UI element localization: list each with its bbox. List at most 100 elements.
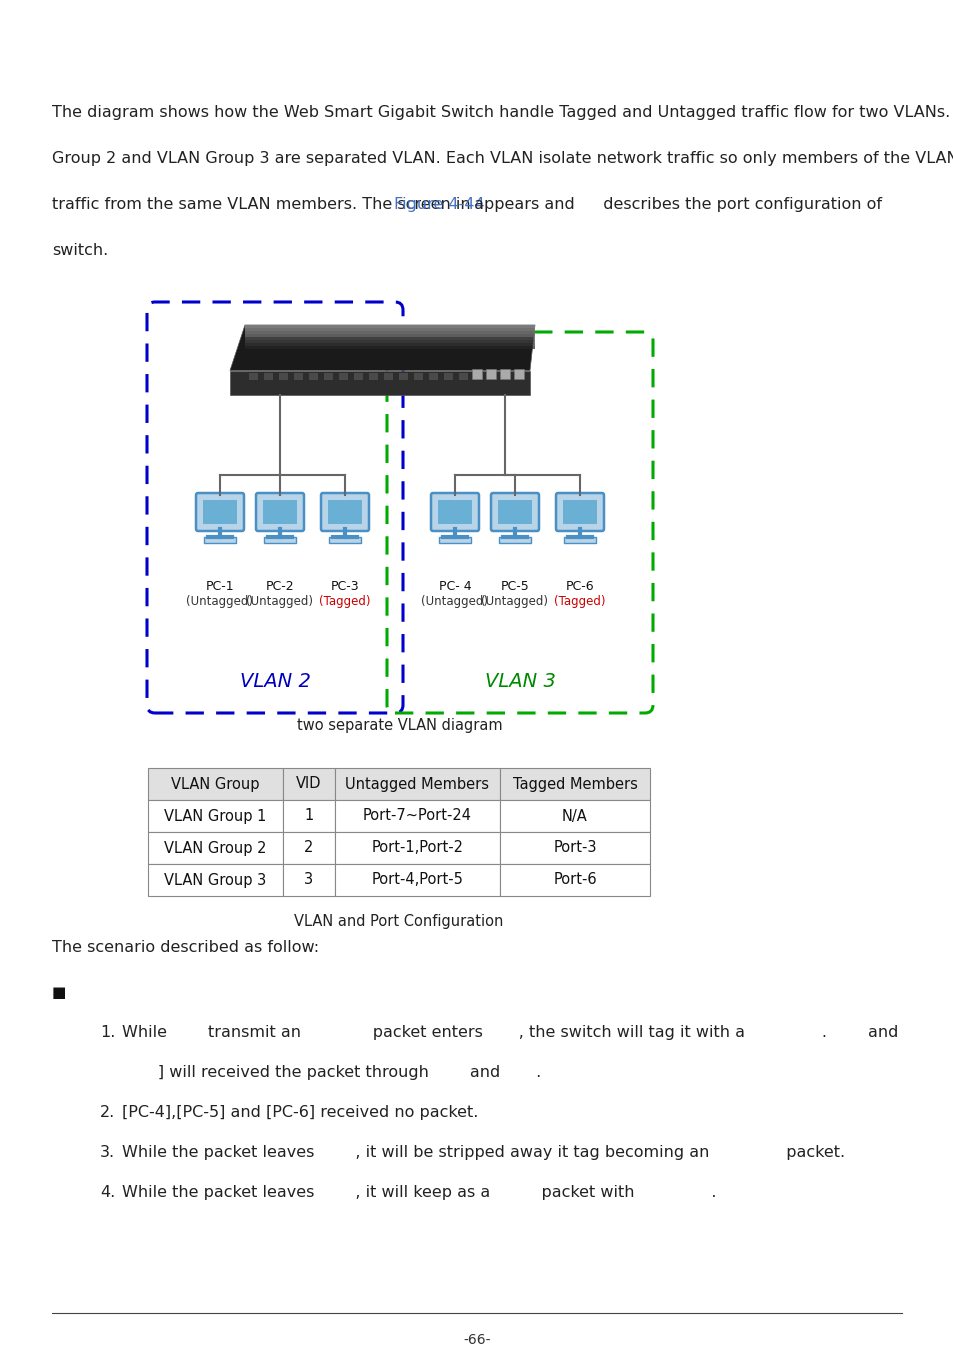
Bar [428,373,437,381]
Text: (Untagged): (Untagged) [481,595,548,608]
Bar [263,500,296,524]
Bar [148,768,283,801]
Bar [335,801,499,832]
Text: VLAN and Port Configuration: VLAN and Port Configuration [294,914,503,929]
Text: Port-4,Port-5: Port-4,Port-5 [371,872,463,887]
Bar [148,864,283,896]
Text: (Untagged): (Untagged) [246,595,314,608]
Text: VLAN 2: VLAN 2 [239,672,310,691]
Text: VLAN 3: VLAN 3 [484,672,555,691]
Bar [413,373,422,381]
Text: VID: VID [296,776,321,791]
Text: N/A: N/A [561,809,587,824]
Text: (Untagged): (Untagged) [421,595,488,608]
Bar [264,537,295,543]
Text: 3: 3 [304,872,314,887]
Text: VLAN Group 1: VLAN Group 1 [164,809,267,824]
Bar [499,864,649,896]
Text: (Tagged): (Tagged) [554,595,605,608]
Text: traffic from the same VLAN members. The screen in: traffic from the same VLAN members. The … [52,197,476,212]
Bar [248,373,257,381]
FancyBboxPatch shape [431,493,478,531]
Bar [563,537,596,543]
Bar [204,537,235,543]
Text: Port-7~Port-24: Port-7~Port-24 [363,809,472,824]
Bar [499,801,649,832]
Bar [283,864,335,896]
Text: 1.: 1. [100,1025,115,1040]
Text: Tagged Members: Tagged Members [512,776,637,791]
Bar [283,832,335,864]
Polygon shape [245,325,535,328]
Text: VLAN Group: VLAN Group [172,776,259,791]
Polygon shape [245,338,535,340]
Text: While the packet leaves        , it will keep as a          packet with         : While the packet leaves , it will keep a… [122,1185,716,1200]
Text: 4.: 4. [100,1185,115,1200]
Text: -66-: -66- [463,1332,490,1347]
Text: 1: 1 [304,809,314,824]
Polygon shape [245,333,535,338]
FancyBboxPatch shape [491,493,538,531]
Text: describes the port configuration of: describes the port configuration of [551,197,881,212]
Bar [499,768,649,801]
Bar [308,373,317,381]
Polygon shape [230,325,535,370]
Polygon shape [245,325,535,338]
Bar [438,537,471,543]
Bar [562,500,597,524]
Bar [457,373,468,381]
Text: Untagged Members: Untagged Members [345,776,489,791]
Bar [337,373,348,381]
Text: PC-5: PC-5 [500,580,529,593]
Bar [335,768,499,801]
Text: [PC-4],[PC-5] and [PC-6] received no packet.: [PC-4],[PC-5] and [PC-6] received no pac… [122,1106,477,1120]
Bar [499,832,649,864]
Polygon shape [245,331,535,333]
Bar [329,537,360,543]
Bar [148,832,283,864]
Text: two separate VLAN diagram: two separate VLAN diagram [297,718,502,733]
Bar [323,373,333,381]
Text: PC-6: PC-6 [565,580,594,593]
Bar [397,373,408,381]
Text: 2.: 2. [100,1106,115,1120]
Text: Group 2 and VLAN Group 3 are separated VLAN. Each VLAN isolate network traffic s: Group 2 and VLAN Group 3 are separated V… [52,151,953,166]
FancyBboxPatch shape [195,493,244,531]
Text: The diagram shows how the Web Smart Gigabit Switch handle Tagged and Untagged tr: The diagram shows how the Web Smart Giga… [52,105,953,120]
Polygon shape [245,343,535,346]
Text: appears and: appears and [469,197,575,212]
Bar [335,832,499,864]
Text: PC-3: PC-3 [331,580,359,593]
Bar [328,500,361,524]
Text: VLAN Group 2: VLAN Group 2 [164,841,267,856]
Bar [499,370,510,379]
FancyBboxPatch shape [556,493,603,531]
Text: switch.: switch. [52,243,108,258]
Text: ■: ■ [52,986,67,1000]
Text: 2: 2 [304,841,314,856]
Text: PC- 4: PC- 4 [438,580,471,593]
Bar [442,373,453,381]
Bar [283,768,335,801]
Text: Figure 4-44: Figure 4-44 [394,197,484,212]
Bar [263,373,273,381]
Bar [514,370,523,379]
Polygon shape [245,328,535,331]
Bar [498,537,531,543]
Text: The scenario described as follow:: The scenario described as follow: [52,940,319,954]
Bar [473,373,482,381]
Text: ] will received the packet through        and       .: ] will received the packet through and . [122,1065,540,1080]
FancyBboxPatch shape [320,493,369,531]
Bar [497,500,532,524]
Bar [353,373,363,381]
FancyBboxPatch shape [255,493,304,531]
Text: VLAN Group 3: VLAN Group 3 [164,872,266,887]
Polygon shape [245,340,535,343]
Bar [283,801,335,832]
Text: While the packet leaves        , it will be stripped away it tag becoming an    : While the packet leaves , it will be str… [122,1145,844,1160]
Bar [437,500,472,524]
Text: (Untagged): (Untagged) [186,595,253,608]
Polygon shape [245,346,535,350]
Text: Port-6: Port-6 [553,872,597,887]
Bar [277,373,288,381]
